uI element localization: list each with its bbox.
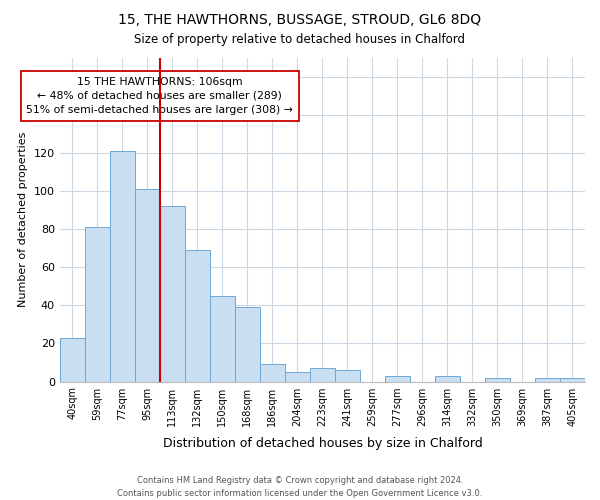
- Bar: [485, 378, 510, 382]
- Text: Size of property relative to detached houses in Chalford: Size of property relative to detached ho…: [134, 32, 466, 46]
- Bar: [285, 372, 310, 382]
- Bar: [435, 376, 460, 382]
- Bar: [160, 206, 185, 382]
- Bar: [85, 227, 110, 382]
- Bar: [535, 378, 560, 382]
- Text: 15, THE HAWTHORNS, BUSSAGE, STROUD, GL6 8DQ: 15, THE HAWTHORNS, BUSSAGE, STROUD, GL6 …: [118, 12, 482, 26]
- Bar: [110, 151, 135, 382]
- Bar: [335, 370, 360, 382]
- Y-axis label: Number of detached properties: Number of detached properties: [19, 132, 28, 307]
- Text: Contains HM Land Registry data © Crown copyright and database right 2024.
Contai: Contains HM Land Registry data © Crown c…: [118, 476, 482, 498]
- Bar: [60, 338, 85, 382]
- Bar: [185, 250, 210, 382]
- Bar: [235, 307, 260, 382]
- Bar: [260, 364, 285, 382]
- Bar: [310, 368, 335, 382]
- Bar: [210, 296, 235, 382]
- Bar: [135, 189, 160, 382]
- X-axis label: Distribution of detached houses by size in Chalford: Distribution of detached houses by size …: [163, 437, 482, 450]
- Bar: [385, 376, 410, 382]
- Bar: [560, 378, 585, 382]
- Text: 15 THE HAWTHORNS: 106sqm
← 48% of detached houses are smaller (289)
51% of semi-: 15 THE HAWTHORNS: 106sqm ← 48% of detach…: [26, 76, 293, 116]
